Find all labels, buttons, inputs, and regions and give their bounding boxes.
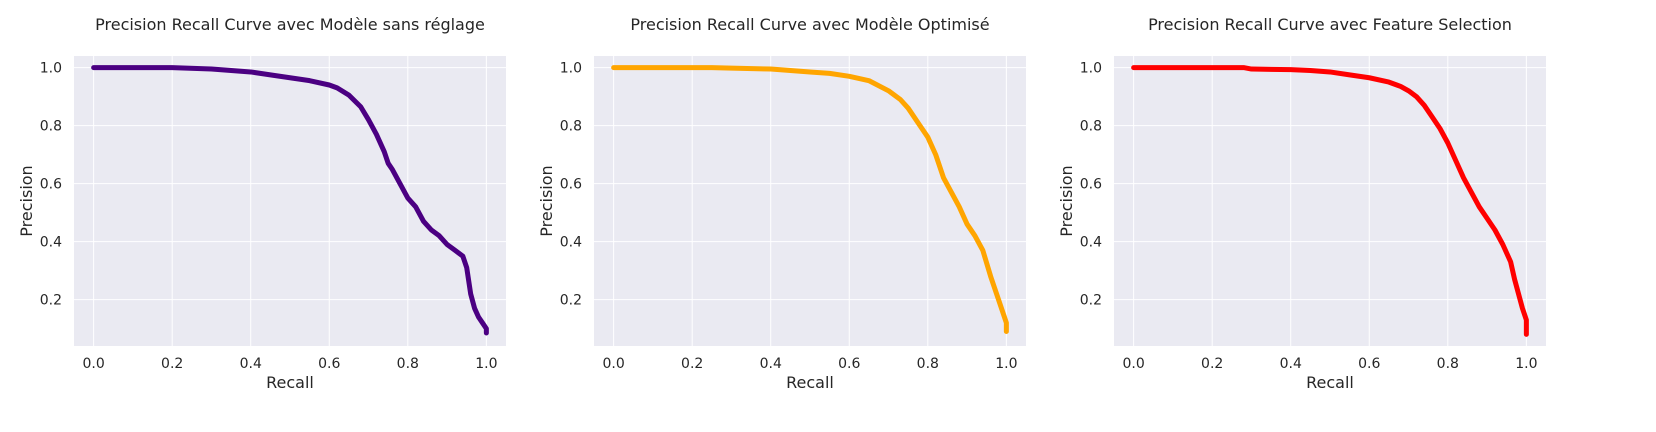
pr-curve-1 bbox=[91, 65, 489, 336]
x-tick-label: 1.0 bbox=[995, 356, 1017, 372]
x-axis-label-2: Recall bbox=[786, 373, 834, 392]
x-tick-label: 0.0 bbox=[603, 356, 625, 372]
x-tick-label: 0.8 bbox=[1437, 356, 1459, 372]
x-tick-label: 0.4 bbox=[240, 356, 262, 372]
x-tick-label: 0.0 bbox=[83, 356, 105, 372]
y-tick-label: 0.4 bbox=[40, 235, 62, 251]
x-tick-label: 0.6 bbox=[1358, 356, 1380, 372]
x-axis-label-3: Recall bbox=[1306, 373, 1354, 392]
y-tick-label: 1.0 bbox=[1080, 61, 1102, 77]
x-tick-label: 0.2 bbox=[681, 356, 703, 372]
chart-title-2: Precision Recall Curve avec Modèle Optim… bbox=[630, 15, 989, 34]
y-axis-label-1: Precision bbox=[17, 165, 36, 236]
x-axis-label-1: Recall bbox=[266, 373, 314, 392]
y-tick-label: 0.2 bbox=[40, 293, 62, 309]
chart-panel-2: 0.0 0.2 0.4 0.6 0.8 1.0 0.2 0.4 0.6 0.8 1.0 Preci… bbox=[537, 15, 1026, 392]
y-axis-label-3: Precision bbox=[1057, 165, 1076, 236]
pr-curve-3 bbox=[1131, 65, 1529, 337]
y-tick-label: 0.4 bbox=[1080, 235, 1102, 251]
y-tick-label: 0.6 bbox=[1080, 177, 1102, 193]
y-tick-label: 0.8 bbox=[40, 119, 62, 135]
x-ticks-1: 0.0 0.2 0.4 0.6 0.8 1.0 bbox=[83, 356, 498, 372]
plot-area-3 bbox=[1114, 56, 1546, 346]
x-tick-label: 0.0 bbox=[1123, 356, 1145, 372]
chart-panel-1: 0.0 0.2 0.4 0.6 0.8 1.0 0.2 0.4 0.6 0.8 1.0 Preci… bbox=[17, 15, 506, 392]
chart-title-3: Precision Recall Curve avec Feature Sele… bbox=[1148, 15, 1512, 34]
chart-title-1: Precision Recall Curve avec Modèle sans … bbox=[95, 15, 485, 34]
grid-3 bbox=[1114, 56, 1546, 346]
y-tick-label: 0.2 bbox=[560, 293, 582, 309]
x-tick-label: 0.4 bbox=[760, 356, 782, 372]
x-ticks-2: 0.0 0.2 0.4 0.6 0.8 1.0 bbox=[603, 356, 1018, 372]
x-tick-label: 1.0 bbox=[1515, 356, 1537, 372]
x-ticks-3: 0.0 0.2 0.4 0.6 0.8 1.0 bbox=[1123, 356, 1538, 372]
y-tick-label: 1.0 bbox=[40, 61, 62, 77]
x-tick-label: 0.6 bbox=[318, 356, 340, 372]
y-ticks-3: 0.2 0.4 0.6 0.8 1.0 bbox=[1080, 61, 1102, 309]
x-tick-label: 0.2 bbox=[1201, 356, 1223, 372]
y-tick-label: 0.6 bbox=[560, 177, 582, 193]
y-tick-label: 0.8 bbox=[560, 119, 582, 135]
y-tick-label: 1.0 bbox=[560, 61, 582, 77]
y-ticks-1: 0.2 0.4 0.6 0.8 1.0 bbox=[40, 61, 62, 309]
chart-panel-3: 0.0 0.2 0.4 0.6 0.8 1.0 0.2 0.4 0.6 0.8 1.0 Preci… bbox=[1057, 15, 1546, 392]
x-tick-label: 0.4 bbox=[1280, 356, 1302, 372]
plot-area-1 bbox=[74, 56, 506, 346]
x-tick-label: 0.2 bbox=[161, 356, 183, 372]
x-tick-label: 0.8 bbox=[917, 356, 939, 372]
grid-2 bbox=[594, 56, 1026, 346]
x-tick-label: 0.8 bbox=[397, 356, 419, 372]
plot-area-2 bbox=[594, 56, 1026, 346]
y-ticks-2: 0.2 0.4 0.6 0.8 1.0 bbox=[560, 61, 582, 309]
y-tick-label: 0.6 bbox=[40, 177, 62, 193]
y-tick-label: 0.8 bbox=[1080, 119, 1102, 135]
pr-curve-2 bbox=[611, 65, 1009, 334]
y-tick-label: 0.2 bbox=[1080, 293, 1102, 309]
y-tick-label: 0.4 bbox=[560, 235, 582, 251]
y-axis-label-2: Precision bbox=[537, 165, 556, 236]
x-tick-label: 1.0 bbox=[475, 356, 497, 372]
x-tick-label: 0.6 bbox=[838, 356, 860, 372]
